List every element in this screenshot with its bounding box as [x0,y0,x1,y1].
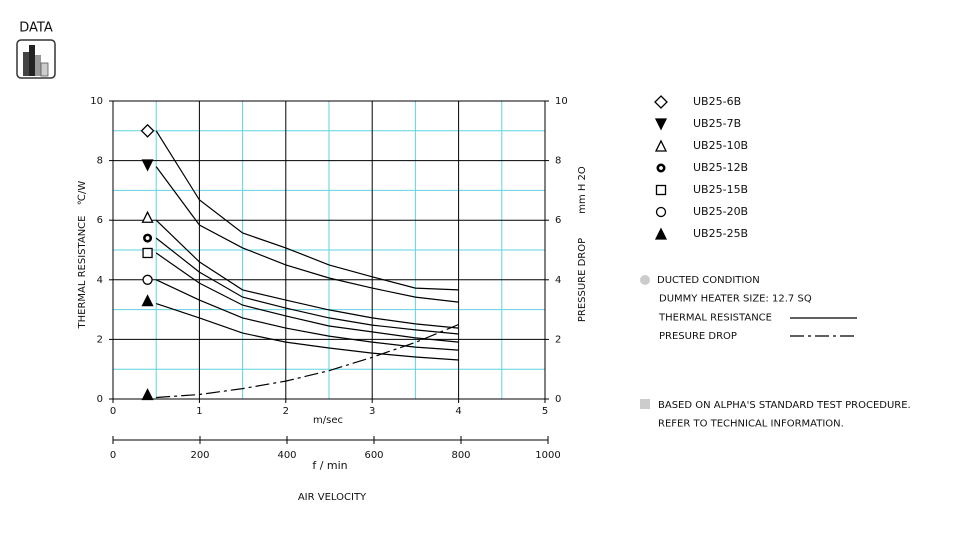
thermal-curve [155,279,459,351]
legend-label: UB25-15B [693,183,748,196]
footnote-bullet [640,399,650,409]
axis-title: AIR VELOCITY [298,492,367,503]
legend-label: UB25-25B [693,227,748,240]
thermal-curve [155,166,459,303]
legend-label: UB25-20B [693,205,748,218]
plot-frame [112,100,546,400]
note: PRESURE DROP [659,331,737,342]
x2-tick-label: 800 [451,450,470,461]
y2-axis-unit: mm H 2O [577,166,588,214]
x-axis-label: m/sec [313,415,343,426]
legend-label: UB25-7B [693,117,741,130]
thermal-curve [155,237,459,335]
legend-marker [654,227,668,240]
legend-label: UB25-10B [693,139,748,152]
x2-tick-label: 1000 [535,450,560,461]
x-tick-label: 0 [110,406,116,417]
x2-tick-label: 600 [364,450,383,461]
thermal-curve [155,252,459,343]
y-tick-label: 8 [97,156,103,167]
pressure-curve [156,323,459,399]
x-tick-label: 3 [369,406,375,417]
series-marker [143,233,153,243]
note-bullet [640,275,650,285]
series-marker [141,294,154,307]
pressure-marker [141,388,154,401]
note: THERMAL RESISTANCE [658,312,772,323]
y-tick-label: 6 [97,215,103,226]
series-marker [141,159,154,172]
x2-tick-label: 200 [190,450,209,461]
series-marker [142,274,153,285]
x-tick-label: 2 [283,406,289,417]
legend-marker [654,118,668,131]
y-tick-label: 0 [97,394,103,405]
note: DUCTED CONDITION [657,275,760,286]
y2-tick-label: 0 [555,394,561,405]
legend-marker [655,206,667,218]
x-tick-label: 5 [542,406,548,417]
y-tick-label: 10 [90,96,103,107]
legend-marker [655,184,667,196]
series-marker [140,123,155,138]
x-tick-label: 4 [455,406,461,417]
x2-tick-label: 0 [110,450,116,461]
page-title: DATA [19,21,53,36]
y2-axis-label: PRESSURE DROP [577,238,588,322]
data-icon [16,39,56,79]
y2-tick-label: 10 [555,96,568,107]
legend-marker [654,95,668,109]
series-marker [141,210,154,223]
x2-tick-label: 400 [277,450,296,461]
x2-axis-label: f / min [312,459,347,472]
legend-marker [654,139,668,152]
footnote: BASED ON ALPHA'S STANDARD TEST PROCEDURE… [658,400,911,411]
thermal-curve [155,219,459,329]
y2-tick-label: 6 [555,215,561,226]
y-tick-label: 2 [97,334,103,345]
thermal-curve [156,303,459,361]
series-marker [142,247,153,259]
y2-tick-label: 2 [555,334,561,345]
x-tick-label: 1 [196,406,202,417]
y-tick-label: 4 [97,275,103,286]
note: DUMMY HEATER SIZE: 12.7 SQ [659,294,812,305]
legend-label: UB25-6B [693,95,741,108]
legend-marker [656,163,666,173]
y-axis-label: THERMAL RESISTANCE [77,216,88,330]
thermal-curve [155,130,459,291]
y2-tick-label: 4 [555,275,561,286]
y2-tick-label: 8 [555,156,561,167]
y-axis-unit: ℃/W [77,181,88,206]
footnote: REFER TO TECHNICAL INFORMATION. [658,419,844,430]
legend-label: UB25-12B [693,161,748,174]
